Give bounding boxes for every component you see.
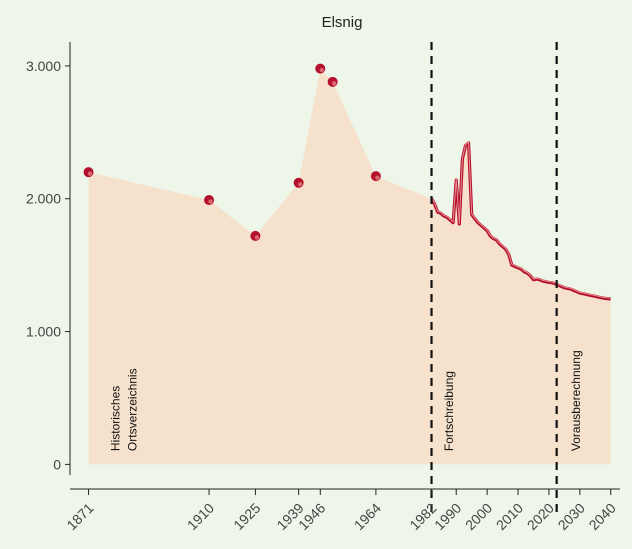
y-tick-label: 0 (53, 456, 61, 472)
annotation-layer: Historisches Ortsverzeichnis Fortschreibun… (108, 350, 582, 451)
period-label: Fortschreibung (442, 371, 456, 451)
y-tick-label: 2.000 (26, 191, 61, 207)
y-tick-label: 3.000 (26, 58, 61, 74)
y-tick-label: 1.000 (26, 324, 61, 340)
chart-title: Elsnig (322, 14, 363, 31)
data-point-highlight (254, 235, 260, 240)
points-layer (83, 63, 381, 241)
vline-layer (430, 42, 558, 515)
area-layer (88, 68, 611, 465)
population-line-highlight (431, 141, 611, 299)
data-point-highlight (87, 171, 93, 176)
data-point-highlight (297, 182, 303, 187)
period-label: Vorausberechnung (569, 350, 583, 451)
line-layer (430, 141, 611, 301)
data-point-highlight (319, 67, 324, 73)
period-label: Historisches (108, 386, 122, 451)
period-label: Ortsverzeichnis (125, 368, 139, 451)
population-area (88, 68, 611, 465)
data-point-highlight (375, 175, 380, 180)
data-point-highlight (208, 199, 213, 204)
data-point-highlight (331, 81, 337, 86)
